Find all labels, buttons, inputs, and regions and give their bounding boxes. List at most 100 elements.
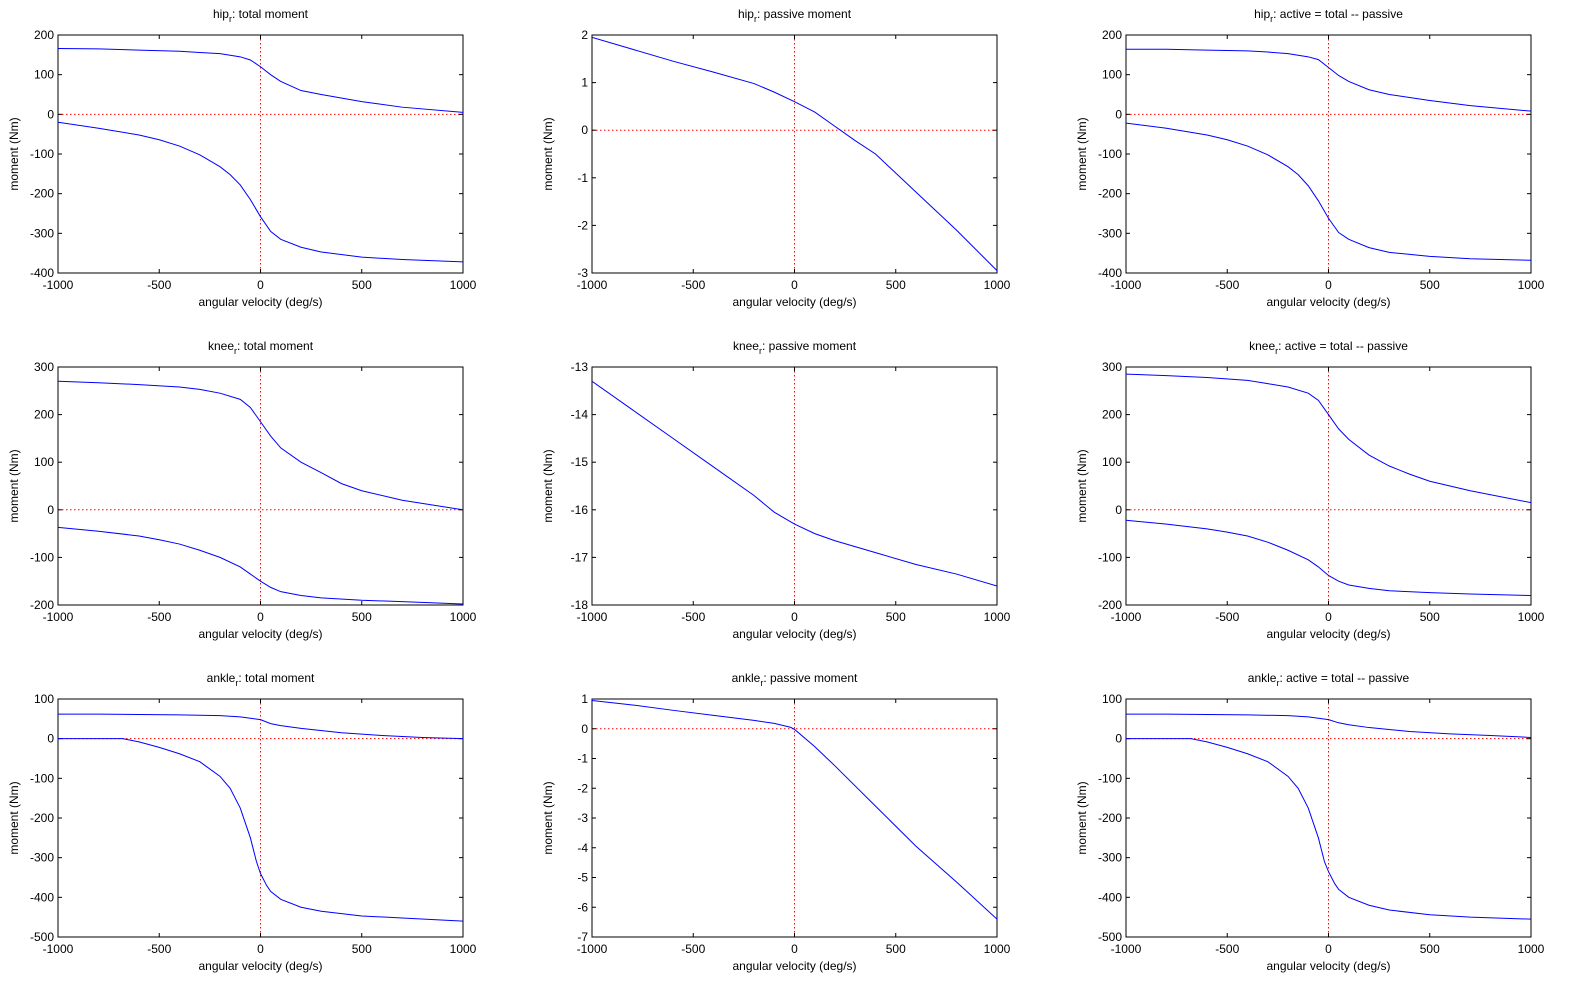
- series-line-1: [58, 380, 463, 511]
- series-line-2: [58, 526, 463, 605]
- y-tick-label: -7: [577, 930, 588, 944]
- y-tick-label: -200: [30, 598, 54, 612]
- axes-box: [591, 366, 998, 606]
- axes-box: [1125, 34, 1532, 274]
- chart-title: hipr: total moment: [213, 7, 309, 24]
- chart-title: hipr: passive moment: [738, 7, 852, 24]
- y-tick-label: -3: [577, 266, 588, 280]
- x-tick-label: 500: [352, 610, 372, 624]
- chart-title: kneer: total moment: [208, 339, 314, 356]
- chart-title: ankler: active = total -- passive: [1248, 671, 1410, 688]
- axes-box: [591, 698, 998, 938]
- y-tick-label: 0: [581, 123, 588, 137]
- x-tick-label: 0: [791, 942, 798, 956]
- series-line-2: [1126, 519, 1531, 596]
- x-tick-label: 500: [886, 610, 906, 624]
- y-tick-label: 0: [1115, 503, 1122, 517]
- y-tick-label: 100: [1102, 692, 1122, 706]
- x-tick-label: 1000: [450, 942, 477, 956]
- x-tick-label: -500: [1215, 278, 1239, 292]
- x-tick-label: 1000: [450, 278, 477, 292]
- x-tick-label: 500: [1420, 278, 1440, 292]
- series-line-1: [1126, 48, 1531, 112]
- y-axis-label: moment (Nm): [541, 117, 555, 190]
- x-tick-label: -500: [147, 278, 171, 292]
- y-tick-label: 0: [47, 107, 54, 121]
- y-tick-label: -100: [30, 147, 54, 161]
- x-tick-label: 500: [886, 942, 906, 956]
- y-tick-label: 0: [47, 503, 54, 517]
- y-tick-label: 100: [34, 455, 54, 469]
- y-tick-label: -1: [577, 752, 588, 766]
- y-tick-label: 0: [581, 722, 588, 736]
- y-tick-label: 100: [34, 692, 54, 706]
- y-axis-label: moment (Nm): [1075, 781, 1089, 854]
- x-tick-label: 500: [1420, 942, 1440, 956]
- chart-title: kneer: active = total -- passive: [1249, 339, 1408, 356]
- x-axis-label: angular velocity (deg/s): [732, 295, 856, 309]
- series-line-2: [1126, 122, 1531, 261]
- x-tick-label: 0: [1325, 610, 1332, 624]
- y-tick-label: -400: [30, 266, 54, 280]
- x-tick-label: -500: [681, 942, 705, 956]
- y-tick-label: -3: [577, 811, 588, 825]
- subplot-1: -1000 -500 0 500 1000-400-300-200-1000100200…: [7, 7, 477, 309]
- y-tick-label: -400: [1098, 890, 1122, 904]
- axes-box: [57, 34, 464, 274]
- y-tick-label: -200: [30, 187, 54, 201]
- x-tick-label: 0: [257, 610, 264, 624]
- y-tick-label: -200: [1098, 598, 1122, 612]
- x-tick-label: 1000: [984, 278, 1011, 292]
- y-axis-label: moment (Nm): [541, 449, 555, 522]
- y-tick-label: -200: [30, 811, 54, 825]
- y-tick-label: 200: [1102, 408, 1122, 422]
- y-tick-label: -1: [577, 171, 588, 185]
- y-tick-label: -300: [1098, 226, 1122, 240]
- series-line-2: [58, 738, 463, 922]
- x-tick-label: -1000: [43, 942, 74, 956]
- y-tick-label: -5: [577, 871, 588, 885]
- x-axis-label: angular velocity (deg/s): [1266, 959, 1390, 973]
- x-tick-label: -1000: [1111, 278, 1142, 292]
- x-tick-label: 0: [1325, 942, 1332, 956]
- y-axis-label: moment (Nm): [541, 781, 555, 854]
- chart-title: kneer: passive moment: [733, 339, 857, 356]
- y-tick-label: 200: [34, 28, 54, 42]
- subplot-9: -1000 -500 0 500 1000-500-400-300-200-100010…: [1075, 671, 1545, 973]
- series-line-1: [592, 699, 997, 920]
- x-tick-label: 1000: [1518, 610, 1545, 624]
- y-tick-label: 1: [581, 76, 588, 90]
- y-tick-label: 300: [34, 360, 54, 374]
- subplot-6: -1000 -500 0 500 1000-200-1000100200300kneer…: [1075, 339, 1545, 641]
- x-axis-label: angular velocity (deg/s): [1266, 627, 1390, 641]
- y-tick-label: -14: [571, 408, 589, 422]
- x-tick-label: 500: [352, 942, 372, 956]
- y-tick-label: -100: [1098, 550, 1122, 564]
- series-line-1: [1126, 373, 1531, 504]
- x-tick-label: 500: [886, 278, 906, 292]
- x-tick-label: -1000: [43, 610, 74, 624]
- x-axis-label: angular velocity (deg/s): [198, 959, 322, 973]
- x-tick-label: 1000: [1518, 942, 1545, 956]
- y-tick-label: -200: [1098, 811, 1122, 825]
- y-tick-label: 0: [1115, 107, 1122, 121]
- y-tick-label: 0: [47, 732, 54, 746]
- y-tick-label: 100: [34, 68, 54, 82]
- x-tick-label: -1000: [1111, 610, 1142, 624]
- y-tick-label: -300: [30, 226, 54, 240]
- x-tick-label: -500: [681, 278, 705, 292]
- axes-box: [57, 698, 464, 938]
- y-tick-label: -4: [577, 841, 588, 855]
- x-tick-label: 0: [791, 278, 798, 292]
- y-tick-label: -16: [571, 503, 589, 517]
- y-tick-label: -500: [1098, 930, 1122, 944]
- series-line-1: [58, 713, 463, 740]
- x-tick-label: -500: [1215, 610, 1239, 624]
- y-tick-label: -500: [30, 930, 54, 944]
- y-axis-label: moment (Nm): [1075, 117, 1089, 190]
- y-tick-label: -100: [30, 771, 54, 785]
- y-tick-label: 2: [581, 28, 588, 42]
- y-tick-label: -2: [577, 218, 588, 232]
- y-tick-label: -15: [571, 455, 589, 469]
